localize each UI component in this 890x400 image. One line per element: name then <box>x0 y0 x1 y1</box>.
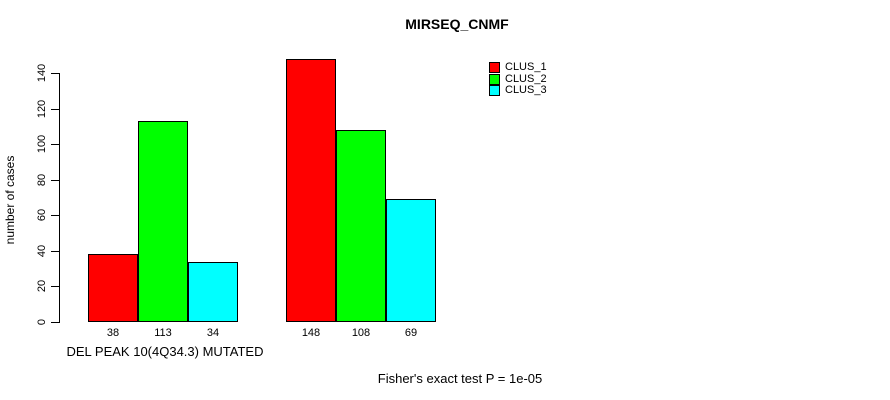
y-axis-title: number of cases <box>3 155 17 245</box>
legend-swatch-clus_3 <box>489 85 500 97</box>
legend-item-clus_1: CLUS_1 <box>489 62 547 74</box>
legend-item-clus_3: CLUS_3 <box>489 85 547 97</box>
y-tick-140 <box>51 73 59 74</box>
legend-label-clus_3: CLUS_3 <box>505 84 547 97</box>
y-axis-line <box>59 73 60 323</box>
bar-clus_2-group1 <box>138 121 188 322</box>
y-tick-label-80: 80 <box>36 173 48 187</box>
bar-value-label-clus_1-group1: 38 <box>106 327 120 339</box>
y-tick-80 <box>51 180 59 181</box>
y-tick-label-20: 20 <box>36 279 48 293</box>
y-tick-120 <box>51 109 59 110</box>
y-tick-label-0: 0 <box>36 318 48 326</box>
bar-value-label-clus_2-group2: 108 <box>351 327 371 339</box>
legend-label-clus_2: CLUS_2 <box>505 72 547 85</box>
legend-item-clus_2: CLUS_2 <box>489 72 547 86</box>
y-tick-label-60: 60 <box>36 208 48 222</box>
legend-swatch-clus_2 <box>489 73 500 85</box>
y-tick-60 <box>51 215 59 216</box>
bar-value-label-clus_3-group1: 34 <box>206 327 220 339</box>
x-axis-group-label: DEL PEAK 10(4Q34.3) MUTATED <box>66 344 264 359</box>
bar-clus_2-group2 <box>336 130 386 322</box>
y-tick-0 <box>51 322 59 323</box>
bar-value-label-clus_3-group2: 69 <box>404 327 418 339</box>
bar-value-label-clus_2-group1: 113 <box>154 327 172 339</box>
bar-value-label-clus_1-group2: 148 <box>301 327 321 339</box>
y-tick-100 <box>51 144 59 145</box>
bar-clus_3-group2 <box>386 199 436 322</box>
y-tick-label-100: 100 <box>36 134 48 154</box>
y-tick-label-140: 140 <box>36 63 48 83</box>
legend-swatch-clus_1 <box>489 62 500 74</box>
chart-title: MIRSEQ_CNMF <box>405 16 509 32</box>
bar-clus_1-group1 <box>88 254 138 322</box>
legend: CLUS_1 CLUS_2 CLUS_3 <box>489 62 547 97</box>
y-tick-20 <box>51 286 59 287</box>
bar-clus_3-group1 <box>188 262 238 322</box>
y-tick-40 <box>51 251 59 252</box>
y-tick-label-40: 40 <box>36 244 48 258</box>
y-tick-label-120: 120 <box>36 99 48 119</box>
legend-label-clus_1: CLUS_1 <box>505 61 547 74</box>
fisher-test-annotation: Fisher's exact test P = 1e-05 <box>377 371 543 386</box>
bar-clus_1-group2 <box>286 59 336 322</box>
